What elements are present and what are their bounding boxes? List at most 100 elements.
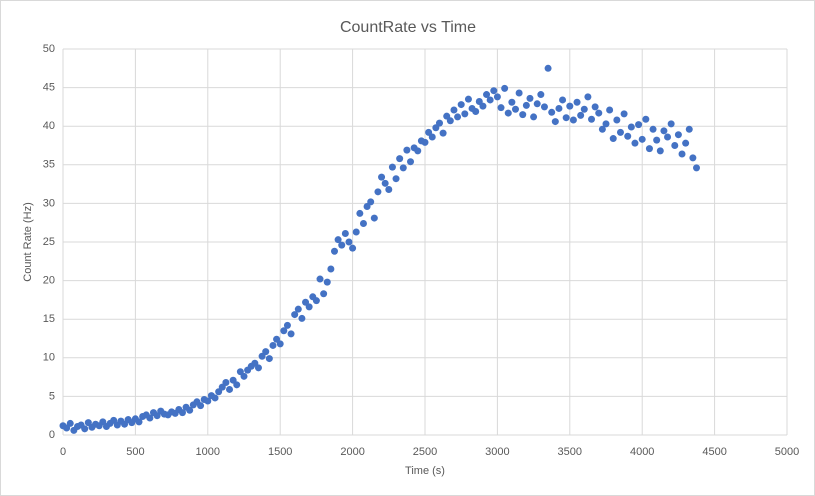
x-tick-label: 4500	[702, 446, 726, 458]
data-point	[519, 111, 527, 119]
data-point	[265, 355, 273, 363]
data-point	[457, 101, 465, 109]
y-tick-label: 20	[43, 275, 55, 287]
data-point	[327, 265, 335, 273]
data-point	[508, 98, 516, 106]
x-axis-title: Time (s)	[405, 465, 445, 477]
data-point	[631, 139, 639, 147]
data-point	[461, 110, 469, 118]
data-point	[370, 214, 378, 222]
data-point	[352, 228, 360, 236]
x-tick-label: 3000	[485, 446, 509, 458]
y-tick-label: 40	[43, 120, 55, 132]
chart-title: CountRate vs Time	[340, 19, 476, 36]
y-tick-label: 35	[43, 159, 55, 171]
data-point	[254, 364, 262, 372]
data-point	[294, 305, 302, 313]
x-tick-label: 1000	[196, 446, 220, 458]
data-point	[283, 321, 291, 329]
data-point	[374, 188, 382, 196]
data-point	[530, 113, 538, 121]
data-point	[439, 129, 447, 137]
data-point	[559, 96, 567, 104]
data-point	[407, 158, 415, 166]
data-point	[240, 372, 248, 380]
data-point	[490, 87, 498, 95]
data-point	[385, 186, 393, 194]
data-point	[544, 64, 552, 72]
data-point	[388, 163, 396, 171]
data-point	[537, 91, 545, 99]
data-point	[573, 98, 581, 106]
x-tick-label: 3500	[558, 446, 582, 458]
data-point	[287, 330, 295, 338]
data-point	[551, 118, 559, 126]
data-point	[280, 327, 288, 335]
data-point	[591, 103, 599, 111]
data-point	[381, 179, 389, 187]
data-point	[584, 93, 592, 101]
data-point	[435, 119, 443, 127]
data-point	[588, 115, 596, 123]
data-point	[428, 133, 436, 141]
data-point	[472, 108, 480, 116]
data-point	[359, 219, 367, 227]
data-point	[396, 155, 404, 163]
data-point	[204, 397, 212, 405]
data-point	[305, 303, 313, 311]
data-point	[345, 238, 353, 246]
data-point	[671, 142, 679, 149]
data-point	[620, 110, 628, 118]
data-point	[653, 136, 661, 144]
data-point	[642, 115, 650, 123]
data-point	[580, 105, 588, 113]
x-tick-label: 5000	[775, 446, 799, 458]
data-point	[649, 125, 657, 133]
data-point	[602, 120, 610, 128]
data-point	[276, 340, 284, 348]
data-point	[645, 145, 653, 153]
x-tick-label: 0	[60, 446, 66, 458]
data-point	[562, 114, 570, 122]
data-point	[331, 247, 338, 255]
data-point	[81, 425, 89, 433]
data-point	[595, 109, 603, 117]
data-point	[414, 147, 422, 155]
data-point	[135, 418, 143, 426]
data-point	[486, 96, 494, 104]
data-point	[334, 236, 342, 244]
data-point	[211, 394, 219, 402]
data-point	[656, 147, 664, 155]
data-point	[298, 314, 306, 322]
data-point	[450, 106, 458, 114]
data-point	[566, 102, 574, 110]
data-point	[501, 84, 509, 92]
data-point	[399, 164, 407, 172]
y-tick-label: 5	[49, 390, 55, 402]
data-point	[689, 154, 697, 162]
data-point	[674, 131, 682, 139]
data-point	[338, 241, 346, 249]
x-tick-label: 1500	[268, 446, 292, 458]
data-point	[291, 311, 299, 319]
data-point	[269, 341, 277, 349]
data-point	[526, 94, 534, 102]
y-tick-label: 0	[49, 429, 55, 441]
data-point	[66, 419, 74, 427]
data-point	[146, 414, 154, 422]
data-point	[613, 116, 621, 124]
data-point	[226, 385, 234, 393]
data-point	[222, 379, 230, 387]
data-point	[493, 93, 501, 101]
data-point	[378, 173, 386, 181]
data-point	[569, 116, 577, 124]
data-point	[598, 125, 606, 133]
data-point	[320, 290, 328, 298]
data-point	[316, 275, 324, 283]
data-point	[540, 103, 548, 111]
x-tick-label: 500	[126, 446, 144, 458]
data-point	[555, 104, 563, 112]
data-point	[685, 125, 693, 133]
data-point	[504, 109, 512, 117]
